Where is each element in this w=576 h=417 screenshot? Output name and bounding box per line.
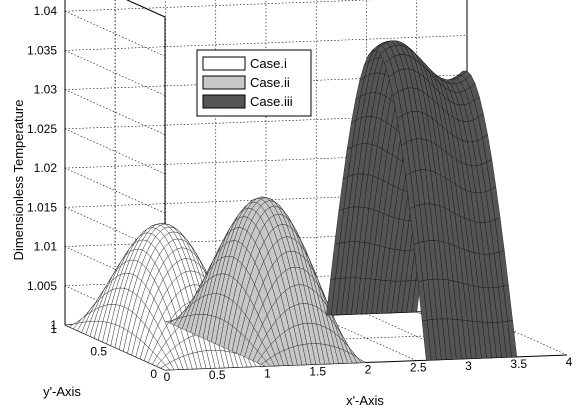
z-tick-label: 1.04 xyxy=(34,4,58,18)
z-tick-label: 1.03 xyxy=(34,83,58,97)
z-gridline xyxy=(65,50,165,95)
x-tick-label: 2.5 xyxy=(410,361,427,375)
x-tick-label: 4 xyxy=(566,355,573,369)
z-tick-label: 1.035 xyxy=(27,43,57,57)
x-tick-label: 2 xyxy=(365,363,372,377)
legend-swatch xyxy=(203,95,245,108)
legend-swatch xyxy=(203,57,245,70)
z-tick-label: 1.02 xyxy=(34,161,58,175)
z-tick-label: 1.015 xyxy=(27,200,57,214)
x-tick-label: 3 xyxy=(465,359,472,373)
x-tick-label: 0.5 xyxy=(209,368,226,382)
legend-swatch xyxy=(203,76,245,89)
x-tick-label: 1 xyxy=(264,366,271,380)
x-axis-label: x'-Axis xyxy=(346,393,384,408)
z-tick-label: 1.01 xyxy=(34,240,58,254)
x-tick-label: 1.5 xyxy=(309,364,326,378)
x-tick-label: 0 xyxy=(164,370,171,384)
z-tick-label: 1.005 xyxy=(27,279,57,293)
y-tick-label: 0.5 xyxy=(90,345,107,359)
y-tick-label: 0 xyxy=(150,367,157,381)
y-axis-label: y'-Axis xyxy=(43,384,81,399)
legend: Case.i Case.ii Case.iii xyxy=(197,50,311,116)
x-tick-label: 3.5 xyxy=(510,357,527,371)
z-tick-label: 1.025 xyxy=(27,122,57,136)
legend-label: Case.ii xyxy=(250,75,290,90)
z-axis-label: Dimensionless Temperature xyxy=(11,100,26,261)
legend-label: Case.i xyxy=(250,56,287,71)
surface-Case.iii xyxy=(326,41,517,361)
legend-label: Case.iii xyxy=(250,94,293,109)
y-tick-label: 1 xyxy=(50,322,57,336)
